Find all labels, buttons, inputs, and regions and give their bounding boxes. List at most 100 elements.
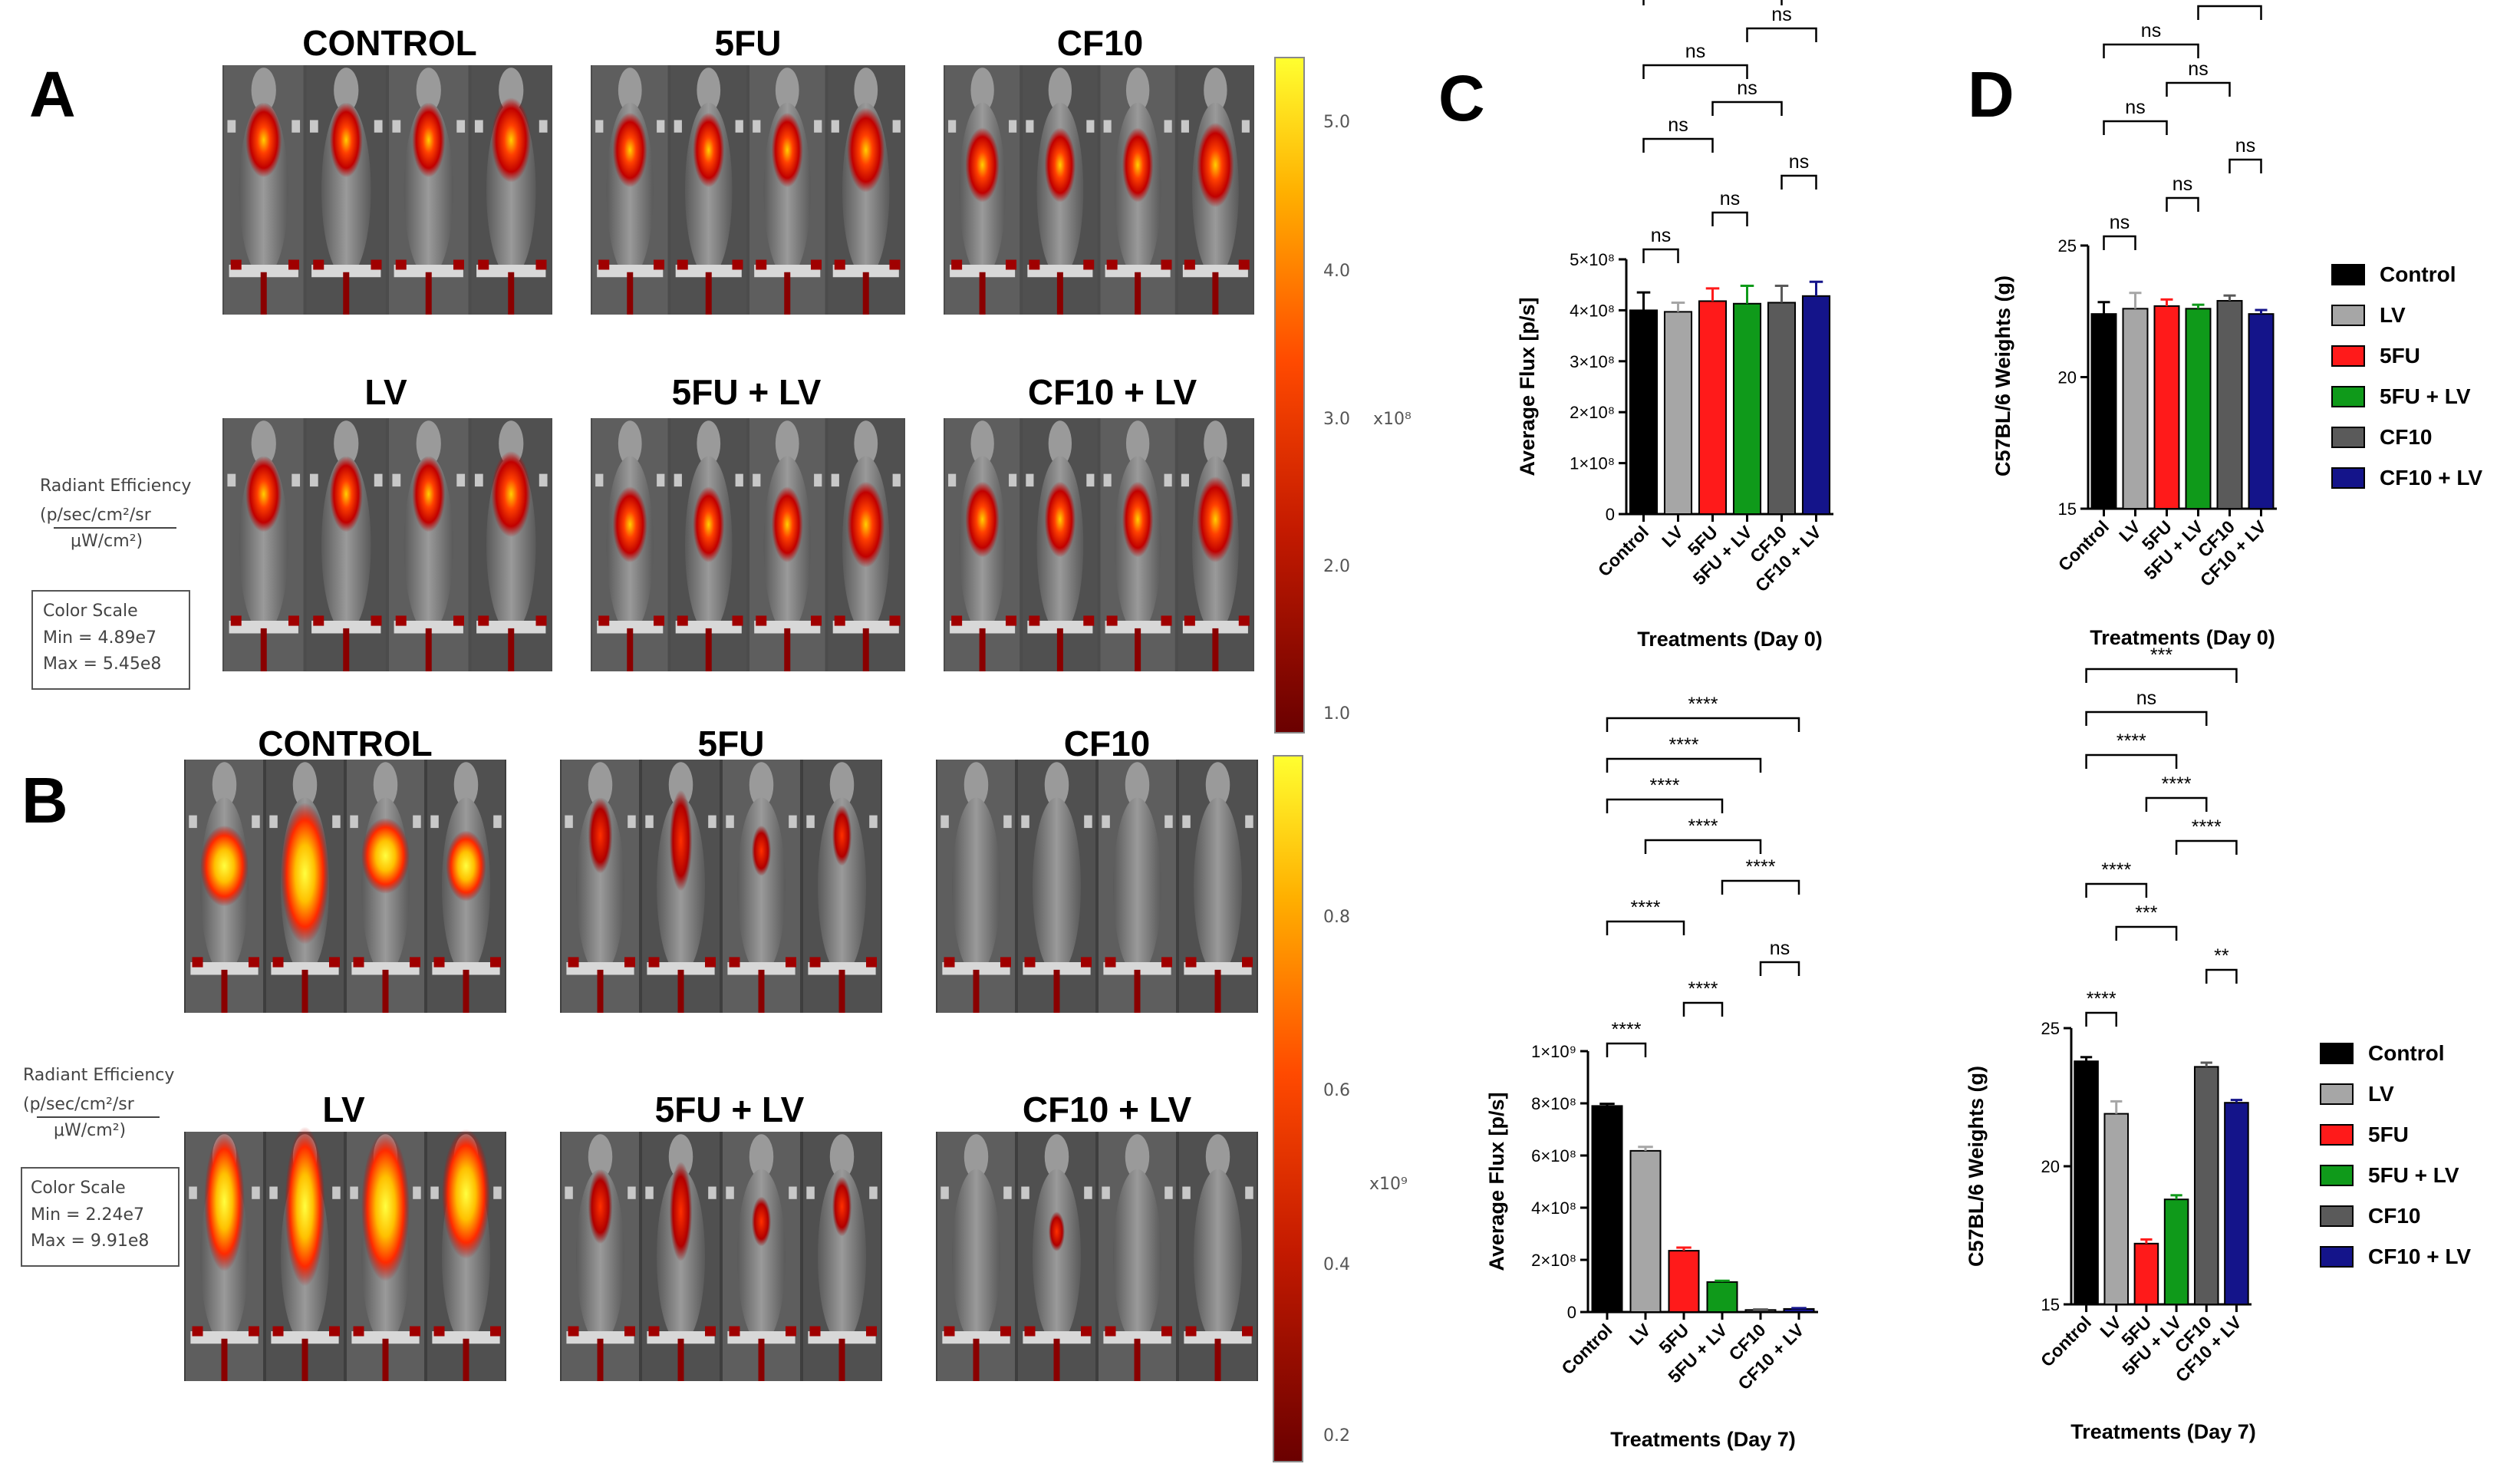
significance-bracket: [1644, 839, 1762, 854]
panel-a-title-lv: LV: [364, 372, 407, 412]
significance-label: ****: [1612, 1019, 1642, 1040]
legend-label: 5FU: [2368, 1123, 2409, 1146]
significance-label: **: [2214, 945, 2229, 967]
y-axis-label: Average Flux [p/s]: [1516, 297, 1539, 476]
y-tick-label: 15: [2041, 1295, 2060, 1314]
legend-swatch: [2331, 386, 2365, 407]
significance-label: ****: [1688, 694, 1718, 715]
mouse-image: [306, 418, 386, 671]
mouse-image: [670, 65, 746, 315]
x-category-label: Control: [2037, 1312, 2095, 1370]
legend-swatch: [2331, 467, 2365, 489]
colorbar-multiplier: x10⁹: [1369, 1175, 1408, 1194]
mouse-image: [937, 760, 1015, 1013]
panel-a-title-cf10-lv: CF10 + LV: [1028, 372, 1197, 412]
y-tick-label: 2×10⁸: [1570, 403, 1615, 422]
mouse-image: [828, 65, 904, 315]
significance-label: ***: [2135, 902, 2157, 924]
legend-day0: Control LV 5FU 5FU + LV CF10 CF10 + LV: [2331, 262, 2482, 490]
legend-swatch: [2320, 1043, 2354, 1064]
legend-label: 5FU: [2380, 344, 2420, 368]
significance-label: ns: [2110, 212, 2130, 233]
significance-bracket: [1711, 101, 1783, 116]
panel-b-image-5fu-lv: [560, 1132, 882, 1381]
significance-label: ns: [2188, 58, 2208, 80]
radiant-unit-numerator: (p/sec/cm²/sr: [23, 1095, 135, 1114]
bar: [1801, 295, 1831, 515]
color-scale-max: Max = 5.45e8: [43, 654, 161, 674]
bar: [2193, 1066, 2219, 1306]
mouse-image: [945, 418, 1020, 671]
significance-bracket: [1746, 27, 1817, 42]
significance-bracket: [1682, 1001, 1724, 1017]
legend-swatch: [2331, 427, 2365, 448]
y-tick-label: 25: [2041, 1019, 2060, 1038]
mouse-image: [389, 65, 469, 315]
panel-a-images: [222, 65, 1254, 671]
mouse-image: [642, 1132, 720, 1381]
significance-label: ns: [1737, 77, 1757, 99]
significance-label: ****: [2087, 988, 2116, 1010]
panel-b-title-control: CONTROL: [258, 724, 432, 763]
mouse-image: [427, 1129, 505, 1381]
legend-swatch: [2320, 1165, 2354, 1186]
mouse-image: [266, 1126, 344, 1381]
bar: [2224, 1102, 2249, 1305]
mouse-image: [1178, 418, 1253, 671]
panel-b-title-cf10: CF10: [1064, 724, 1150, 763]
significance-bracket: [2115, 925, 2178, 941]
bar: [1629, 1149, 1662, 1313]
panel-b-image-control: [184, 760, 506, 1013]
significance-bracket: [2085, 710, 2208, 726]
x-category-label: Control: [2054, 516, 2113, 575]
significance-bracket: [2103, 235, 2136, 250]
mouse-image: [749, 418, 825, 671]
panel-a-image-control: [222, 65, 552, 315]
significance-label: ****: [2192, 816, 2222, 838]
panel-a: A CONTROL 5FU CF10 LV 5FU + LV CF10 + LV…: [29, 23, 1412, 734]
mouse-image: [562, 1132, 639, 1381]
radiant-efficiency-label: Radiant Efficiency: [23, 1066, 174, 1085]
y-tick-label: 25: [2058, 236, 2077, 256]
bar: [1783, 1307, 1815, 1314]
panel-b-title-5fu: 5FU: [698, 724, 765, 763]
panel-a-colorbar-ticks: 5.0 4.0 3.0 2.0 1.0 x10⁸: [1323, 113, 1412, 724]
significance-label: ns: [2125, 97, 2145, 118]
significance-bracket: [2175, 839, 2238, 855]
significance-label: ***: [2150, 645, 2172, 666]
y-tick-label: 4×10⁸: [1570, 301, 1615, 320]
x-axis-label: Treatments (Day 7): [1610, 1428, 1796, 1451]
bar: [2248, 313, 2275, 509]
y-tick-label: 1×10⁸: [1570, 454, 1615, 473]
legend-swatch: [2320, 1124, 2354, 1146]
legend-label: 5FU + LV: [2380, 384, 2471, 408]
mouse-image: [1023, 418, 1098, 671]
panel-b-colorbar-ticks: 0.8 0.6 0.4 0.2 x10⁹: [1323, 908, 1408, 1446]
significance-bracket: [2197, 5, 2262, 20]
y-tick-label: 4×10⁸: [1531, 1198, 1576, 1218]
significance-label: ns: [2136, 687, 2156, 709]
bar: [2122, 308, 2149, 509]
mouse-image: [1099, 760, 1176, 1013]
y-tick-label: 20: [2041, 1157, 2060, 1176]
mouse-image: [592, 418, 668, 671]
mouse-image: [1179, 760, 1257, 1013]
x-axis-label: Treatments (Day 7): [2070, 1420, 2256, 1443]
mouse-image: [937, 1132, 1015, 1381]
mouse-image: [723, 1132, 800, 1381]
mouse-image: [471, 418, 551, 671]
color-scale-max: Max = 9.91e8: [31, 1231, 149, 1251]
bar: [2163, 1198, 2189, 1305]
colorbar-tick: 0.6: [1323, 1081, 1350, 1100]
significance-bracket: [2085, 882, 2148, 898]
legend-label: Control: [2380, 262, 2456, 286]
significance-label: ****: [2101, 859, 2131, 881]
significance-bracket: [2166, 196, 2199, 212]
significance-label: ****: [2116, 730, 2146, 752]
y-tick-label: 1×10⁹: [1531, 1042, 1576, 1061]
legend-swatch: [2331, 345, 2365, 367]
legend-label: LV: [2380, 303, 2406, 327]
